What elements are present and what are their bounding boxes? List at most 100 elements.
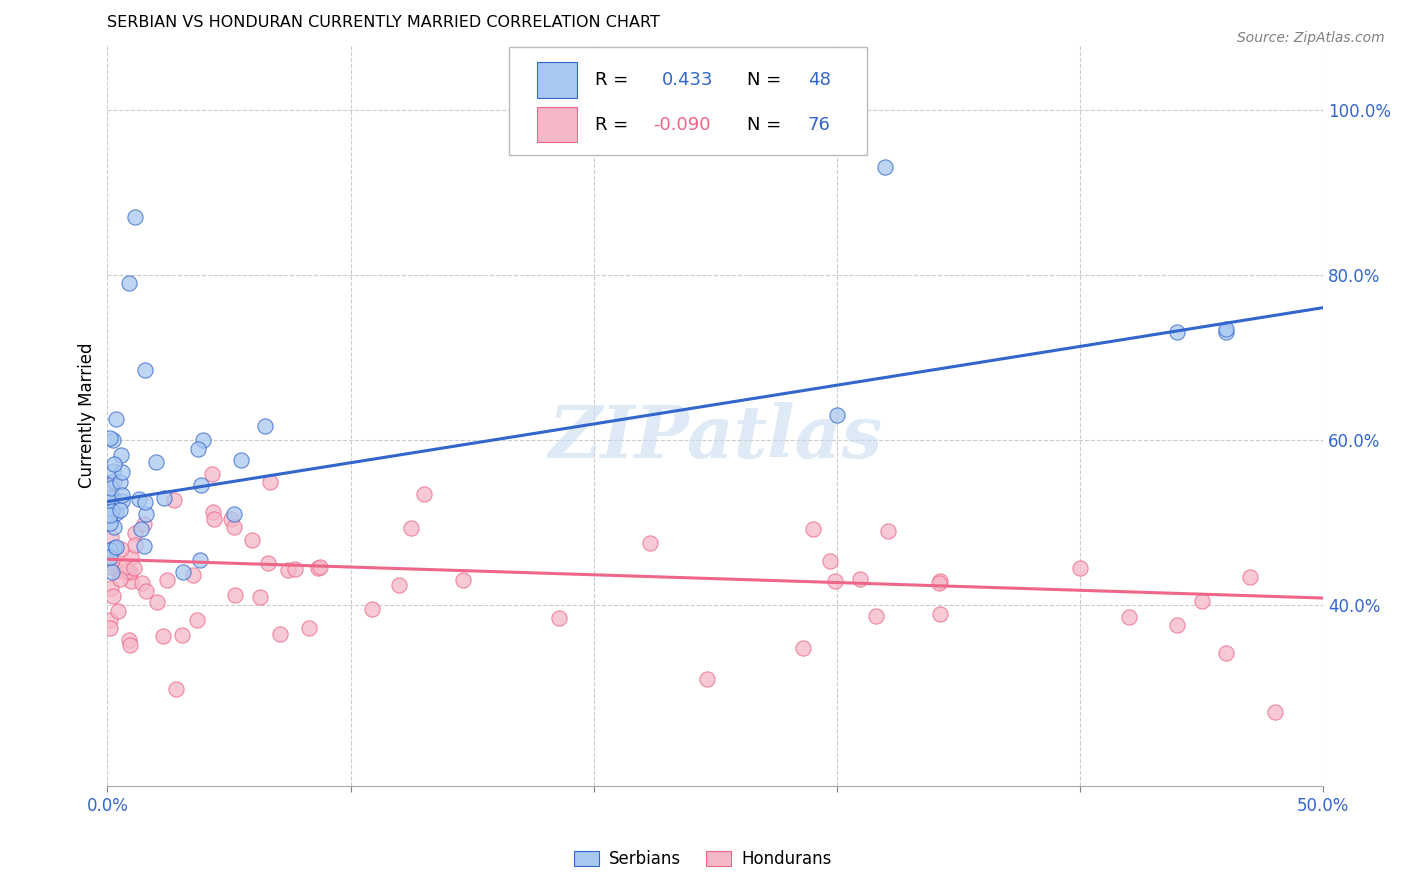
Point bbox=[451, 574, 474, 588]
Point bbox=[1118, 609, 1140, 624]
Point bbox=[108, 502, 131, 516]
Point bbox=[103, 491, 125, 506]
Point bbox=[163, 492, 186, 507]
Point bbox=[110, 448, 132, 462]
Text: ZIPatlas: ZIPatlas bbox=[548, 401, 883, 473]
Point bbox=[309, 560, 332, 574]
Point bbox=[145, 455, 167, 469]
Point bbox=[100, 494, 122, 508]
Point bbox=[224, 507, 246, 521]
Point bbox=[1215, 646, 1237, 660]
Point bbox=[165, 681, 187, 696]
Point bbox=[221, 512, 243, 526]
Point bbox=[875, 161, 897, 175]
Point bbox=[222, 520, 245, 534]
Point bbox=[118, 276, 141, 290]
Point bbox=[186, 613, 208, 627]
Point bbox=[801, 522, 824, 536]
Point bbox=[1166, 326, 1188, 340]
Point bbox=[124, 210, 146, 224]
Point bbox=[100, 478, 122, 492]
Point bbox=[107, 604, 129, 618]
Point bbox=[134, 539, 156, 553]
Point bbox=[155, 574, 177, 588]
Point bbox=[929, 607, 952, 622]
Point bbox=[307, 560, 329, 574]
Point bbox=[101, 433, 124, 447]
Y-axis label: Currently Married: Currently Married bbox=[79, 343, 96, 488]
Point bbox=[172, 565, 194, 579]
Point bbox=[132, 516, 155, 531]
Point bbox=[696, 672, 718, 686]
Text: Source: ZipAtlas.com: Source: ZipAtlas.com bbox=[1237, 31, 1385, 45]
Point bbox=[153, 491, 176, 505]
Point bbox=[1215, 326, 1237, 340]
Point bbox=[103, 457, 125, 471]
Point bbox=[183, 568, 205, 582]
Point bbox=[118, 632, 141, 647]
Point bbox=[242, 533, 264, 547]
Point bbox=[152, 629, 174, 643]
Point bbox=[98, 621, 121, 635]
Point bbox=[825, 408, 848, 422]
Text: R =: R = bbox=[595, 116, 628, 134]
Point bbox=[131, 522, 153, 536]
Point bbox=[98, 491, 121, 505]
FancyBboxPatch shape bbox=[509, 47, 868, 155]
Point bbox=[187, 442, 209, 457]
Point bbox=[98, 613, 121, 627]
Point bbox=[128, 492, 150, 507]
Point bbox=[110, 542, 132, 557]
Point bbox=[101, 589, 124, 603]
Text: N =: N = bbox=[747, 71, 782, 89]
Point bbox=[114, 559, 136, 574]
Text: 76: 76 bbox=[807, 116, 831, 134]
Point bbox=[98, 508, 121, 522]
Point bbox=[118, 565, 141, 579]
Point bbox=[107, 564, 129, 578]
Point bbox=[387, 578, 409, 592]
Point bbox=[115, 564, 138, 578]
Point bbox=[259, 475, 281, 489]
Point bbox=[257, 556, 280, 570]
Point bbox=[928, 576, 950, 591]
Point bbox=[284, 561, 307, 575]
Point bbox=[103, 520, 125, 534]
Point bbox=[105, 506, 128, 520]
Point bbox=[254, 419, 277, 434]
Point bbox=[108, 475, 131, 490]
Point bbox=[298, 621, 321, 635]
Point bbox=[188, 553, 211, 567]
Point bbox=[224, 588, 246, 602]
Point bbox=[547, 610, 569, 624]
Point bbox=[201, 505, 224, 519]
Point bbox=[824, 574, 846, 588]
Point bbox=[120, 574, 142, 588]
Point bbox=[134, 363, 156, 377]
Point bbox=[1263, 705, 1285, 719]
FancyBboxPatch shape bbox=[537, 62, 576, 98]
Point bbox=[1069, 560, 1091, 574]
Point bbox=[105, 541, 128, 555]
Point bbox=[1191, 594, 1213, 608]
Text: R =: R = bbox=[595, 71, 628, 89]
Text: SERBIAN VS HONDURAN CURRENTLY MARRIED CORRELATION CHART: SERBIAN VS HONDURAN CURRENTLY MARRIED CO… bbox=[107, 15, 661, 30]
Point bbox=[1239, 570, 1261, 584]
Point bbox=[124, 538, 146, 552]
Point bbox=[120, 549, 142, 564]
Point bbox=[105, 412, 128, 426]
Point bbox=[202, 512, 225, 526]
Point bbox=[103, 475, 125, 489]
Point bbox=[108, 573, 131, 587]
Point bbox=[98, 560, 121, 574]
Point bbox=[111, 465, 134, 479]
Point bbox=[98, 543, 121, 558]
Point bbox=[100, 565, 122, 579]
Point bbox=[170, 627, 193, 641]
Point bbox=[413, 487, 436, 501]
Point bbox=[849, 572, 872, 586]
Point bbox=[820, 554, 842, 568]
Point bbox=[1166, 617, 1188, 632]
Point bbox=[103, 464, 125, 478]
Point bbox=[111, 488, 134, 502]
